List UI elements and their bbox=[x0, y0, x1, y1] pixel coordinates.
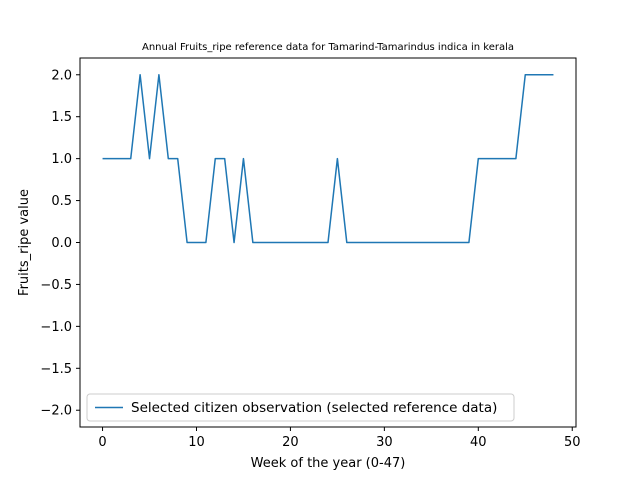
series-layer bbox=[102, 74, 554, 244]
axes-frame bbox=[79, 57, 577, 428]
x-tick-label: 20 bbox=[282, 435, 299, 450]
x-tick-label: 30 bbox=[376, 435, 393, 450]
series-line bbox=[102, 74, 554, 244]
x-tick-label: 50 bbox=[564, 435, 581, 450]
x-tick-label: 10 bbox=[188, 435, 205, 450]
y-tick-label: −1.0 bbox=[40, 320, 72, 335]
y-axis-label: Fruits_ripe value bbox=[17, 189, 32, 296]
y-tick-label: −0.5 bbox=[40, 278, 72, 293]
y-axis-ticks: −2.0 −1.5 −1.0 −0.5 0.0 0.5 1.0 1.5 2.0 bbox=[40, 68, 80, 419]
x-tick-label: 0 bbox=[98, 435, 106, 450]
y-tick-label: 0.5 bbox=[51, 194, 72, 209]
y-tick-label: 1.5 bbox=[51, 110, 72, 125]
y-tick-label: −1.5 bbox=[40, 362, 72, 377]
chart-title: Annual Fruits_ripe reference data for Ta… bbox=[142, 42, 514, 53]
y-tick-label: 2.0 bbox=[51, 68, 72, 83]
legend: Selected citizen observation (selected r… bbox=[86, 393, 515, 422]
y-tick-label: 0.0 bbox=[51, 236, 72, 251]
x-tick-label: 40 bbox=[470, 435, 487, 450]
y-tick-label: −2.0 bbox=[40, 404, 72, 419]
x-axis-ticks: 0 10 20 30 40 50 bbox=[98, 427, 581, 450]
y-tick-label: 1.0 bbox=[51, 152, 72, 167]
x-axis-label: Week of the year (0-47) bbox=[251, 456, 406, 471]
legend-box bbox=[86, 393, 515, 422]
legend-entry-label: Selected citizen observation (selected r… bbox=[131, 400, 497, 416]
